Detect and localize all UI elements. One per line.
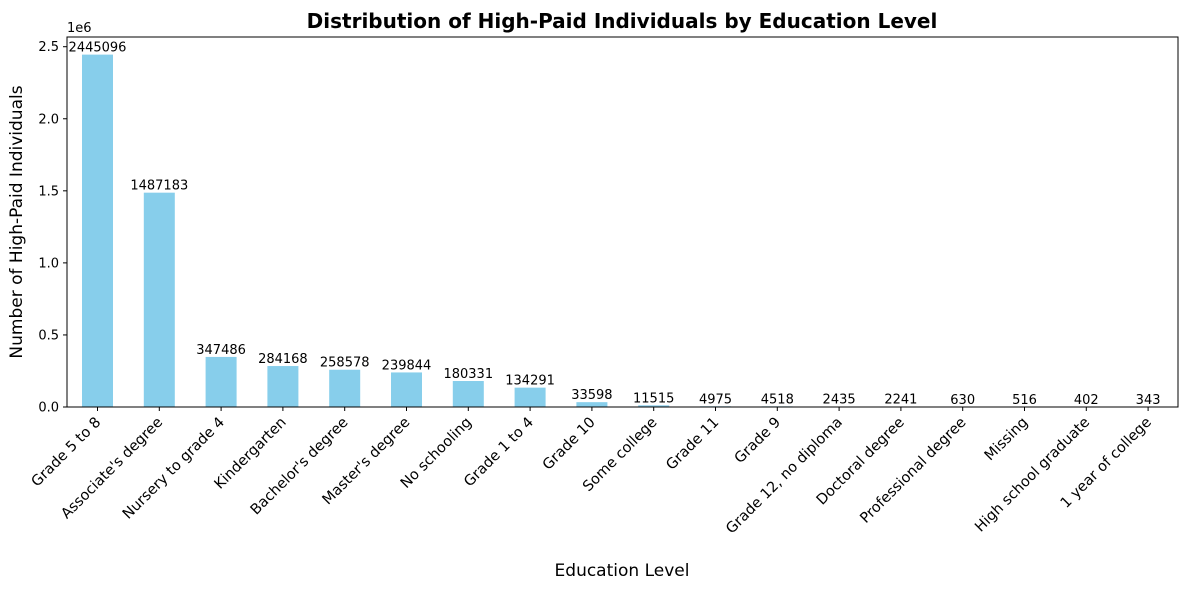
x-tick-label: Nursery to grade 4 [120,415,228,523]
chart-title: Distribution of High-Paid Individuals by… [307,9,938,33]
bar [329,370,360,407]
y-tick-label: 1.5 [38,184,59,199]
data-label: 402 [1074,393,1099,408]
y-tick-label: 0.5 [38,328,59,343]
bar [82,55,113,407]
y-axis: 0.0 0.5 1.0 1.5 2.0 2.5 [38,40,67,415]
data-label: 180331 [443,367,493,382]
bar [144,193,175,407]
data-label: 2445096 [69,41,127,56]
data-label: 2435 [823,393,856,408]
bar [391,372,422,407]
data-label: 11515 [633,391,674,406]
data-label: 33598 [571,388,612,403]
data-label: 347486 [196,343,246,358]
y-tick-label: 0.0 [38,401,59,416]
x-tick-label: Grade 10 [540,415,599,474]
x-axis-label: Education Level [555,561,690,581]
y-tick-label: 2.5 [38,40,59,55]
bar [515,388,546,407]
data-label: 258578 [320,356,370,371]
x-tick-label: Missing [982,415,1032,465]
x-tick-label: Grade 9 [732,415,784,467]
data-label: 4518 [761,392,794,407]
x-tick-label: Grade 12, no diploma [723,415,846,538]
data-label: 2241 [884,393,917,408]
bar [267,366,298,407]
x-tick-label: Associate's degree [58,414,166,522]
x-tick-label: Grade 11 [663,415,722,474]
x-tick-label: Professional degree [857,414,969,526]
data-label: 1487183 [130,179,188,194]
data-label: 630 [950,393,975,408]
data-label: 239844 [382,358,432,373]
data-label: 516 [1012,393,1037,408]
bar [206,357,237,407]
data-label: 284168 [258,352,308,367]
y-axis-label: Number of High-Paid Individuals [7,85,27,358]
y-axis-multiplier: 1e6 [67,21,92,36]
bar [453,381,484,407]
data-labels-layer: 2445096 1487183 347486 284168 258578 239844 18… [69,41,1161,408]
data-label: 343 [1136,393,1161,408]
x-tick-label: High school graduate [972,414,1093,535]
y-tick-label: 2.0 [38,112,59,127]
y-tick-label: 1.0 [38,256,59,271]
data-label: 134291 [505,374,555,389]
data-label: 4975 [699,392,732,407]
